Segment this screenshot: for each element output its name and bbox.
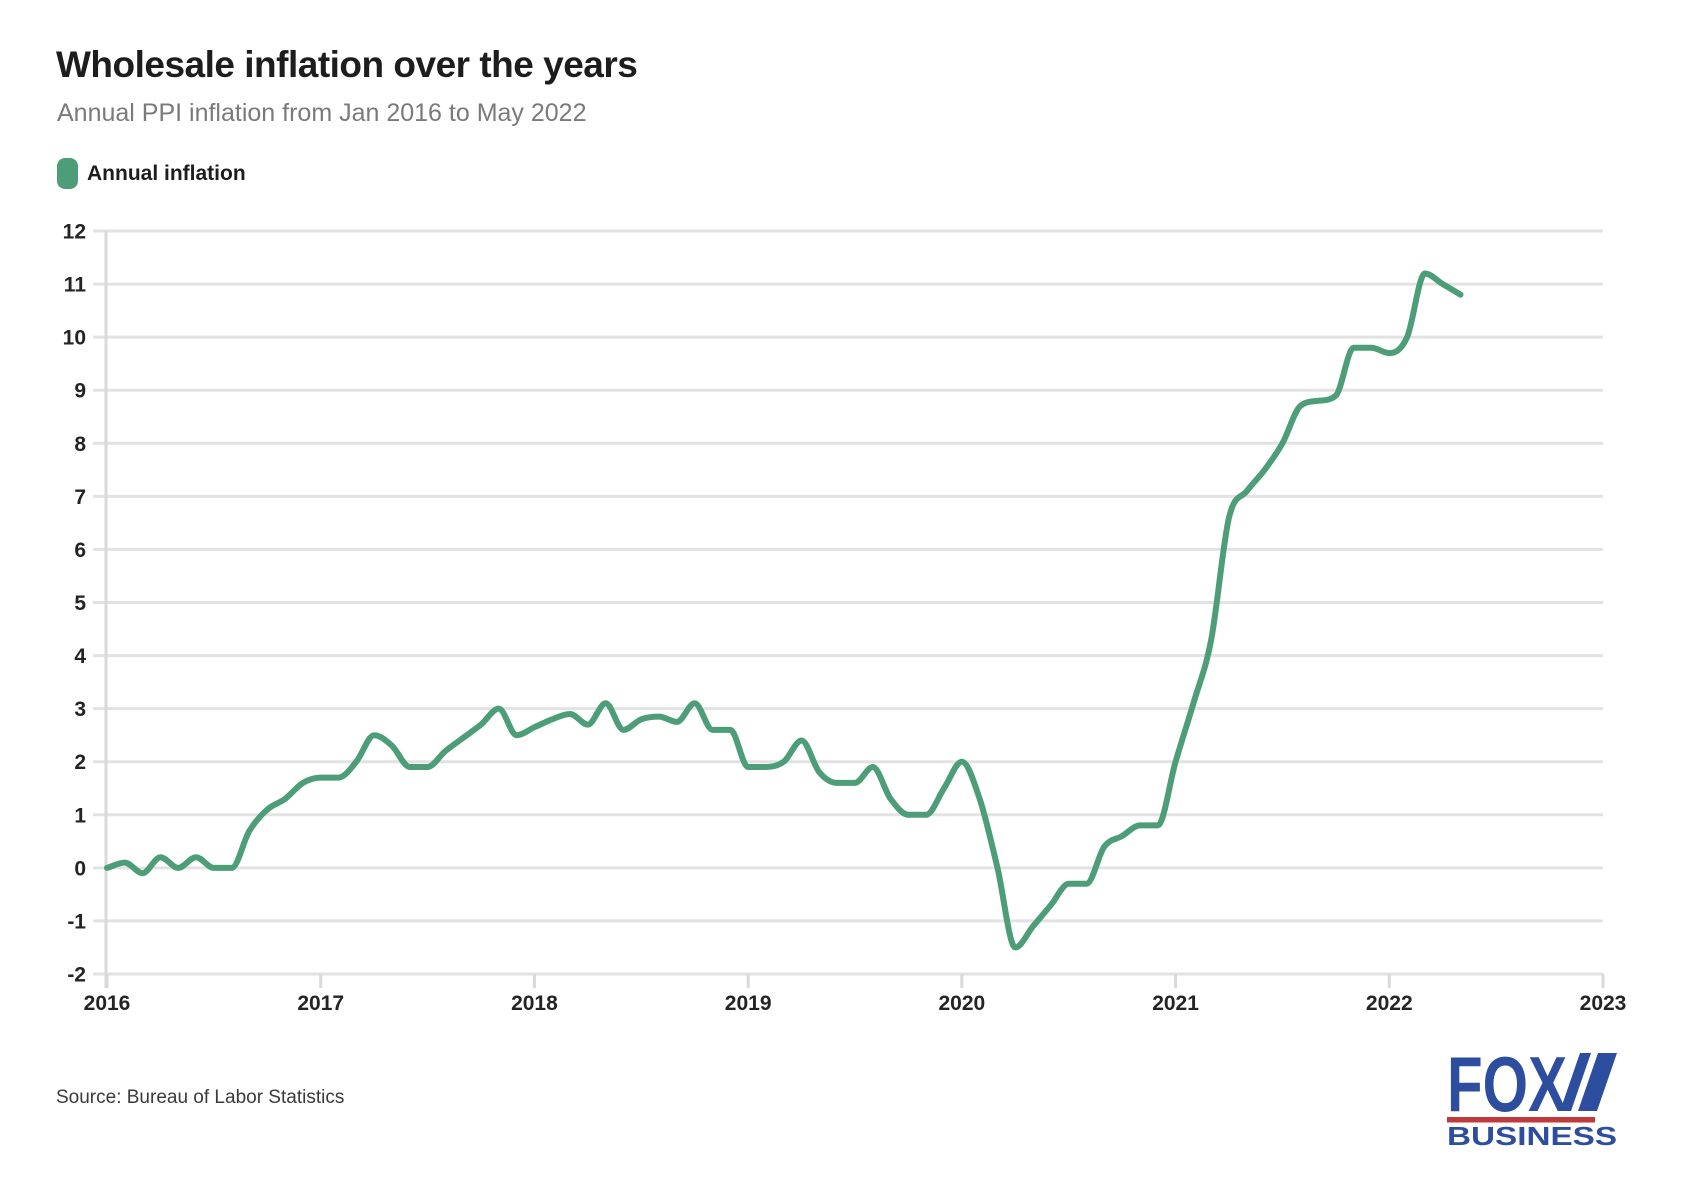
legend: Annual inflation — [57, 158, 246, 189]
y-tick-label--2: -2 — [67, 964, 86, 987]
legend-label: Annual inflation — [87, 161, 246, 185]
x-tick-label-2020: 2020 — [938, 992, 985, 1015]
y-tick-label--1: -1 — [67, 910, 86, 933]
y-tick-label-8: 8 — [74, 433, 86, 456]
logo-business-text: BUSINESS — [1447, 1121, 1617, 1149]
source-note: Source: Bureau of Labor Statistics — [56, 1087, 345, 1108]
y-tick-label-5: 5 — [74, 592, 86, 615]
x-tick-label-2021: 2021 — [1152, 992, 1199, 1015]
logo-red-underline — [1447, 1117, 1595, 1123]
y-tick-label-2: 2 — [74, 751, 86, 774]
logo-beam-icon — [1560, 1053, 1591, 1111]
y-tick-label-3: 3 — [74, 698, 86, 721]
x-tick-label-2023: 2023 — [1580, 992, 1627, 1015]
x-tick-label-2016: 2016 — [84, 992, 131, 1015]
page-subtitle: Annual PPI inflation from Jan 2016 to Ma… — [57, 99, 587, 127]
y-tick-label-12: 12 — [63, 221, 86, 244]
legend-swatch-annual-inflation — [57, 158, 78, 189]
y-tick-label-7: 7 — [74, 486, 86, 509]
y-tick-label-4: 4 — [74, 645, 86, 668]
y-tick-label-6: 6 — [74, 539, 86, 562]
y-tick-label-0: 0 — [74, 857, 86, 880]
y-tick-label-10: 10 — [63, 327, 86, 350]
x-tick-label-2017: 2017 — [297, 992, 344, 1015]
annual-inflation-line — [104, 270, 1464, 951]
logo-beam-icon — [1578, 1053, 1617, 1111]
x-tick-label-2022: 2022 — [1366, 992, 1413, 1015]
x-tick-label-2019: 2019 — [725, 992, 772, 1015]
logo-fox-text: FOX — [1447, 1053, 1567, 1128]
page-title: Wholesale inflation over the years — [56, 44, 638, 85]
y-tick-label-9: 9 — [74, 380, 86, 403]
y-tick-label-11: 11 — [64, 274, 87, 297]
y-tick-label-1: 1 — [74, 804, 86, 827]
fox-business-logo: FOX BUSINESS — [1447, 1053, 1617, 1149]
x-tick-label-2018: 2018 — [511, 992, 558, 1015]
